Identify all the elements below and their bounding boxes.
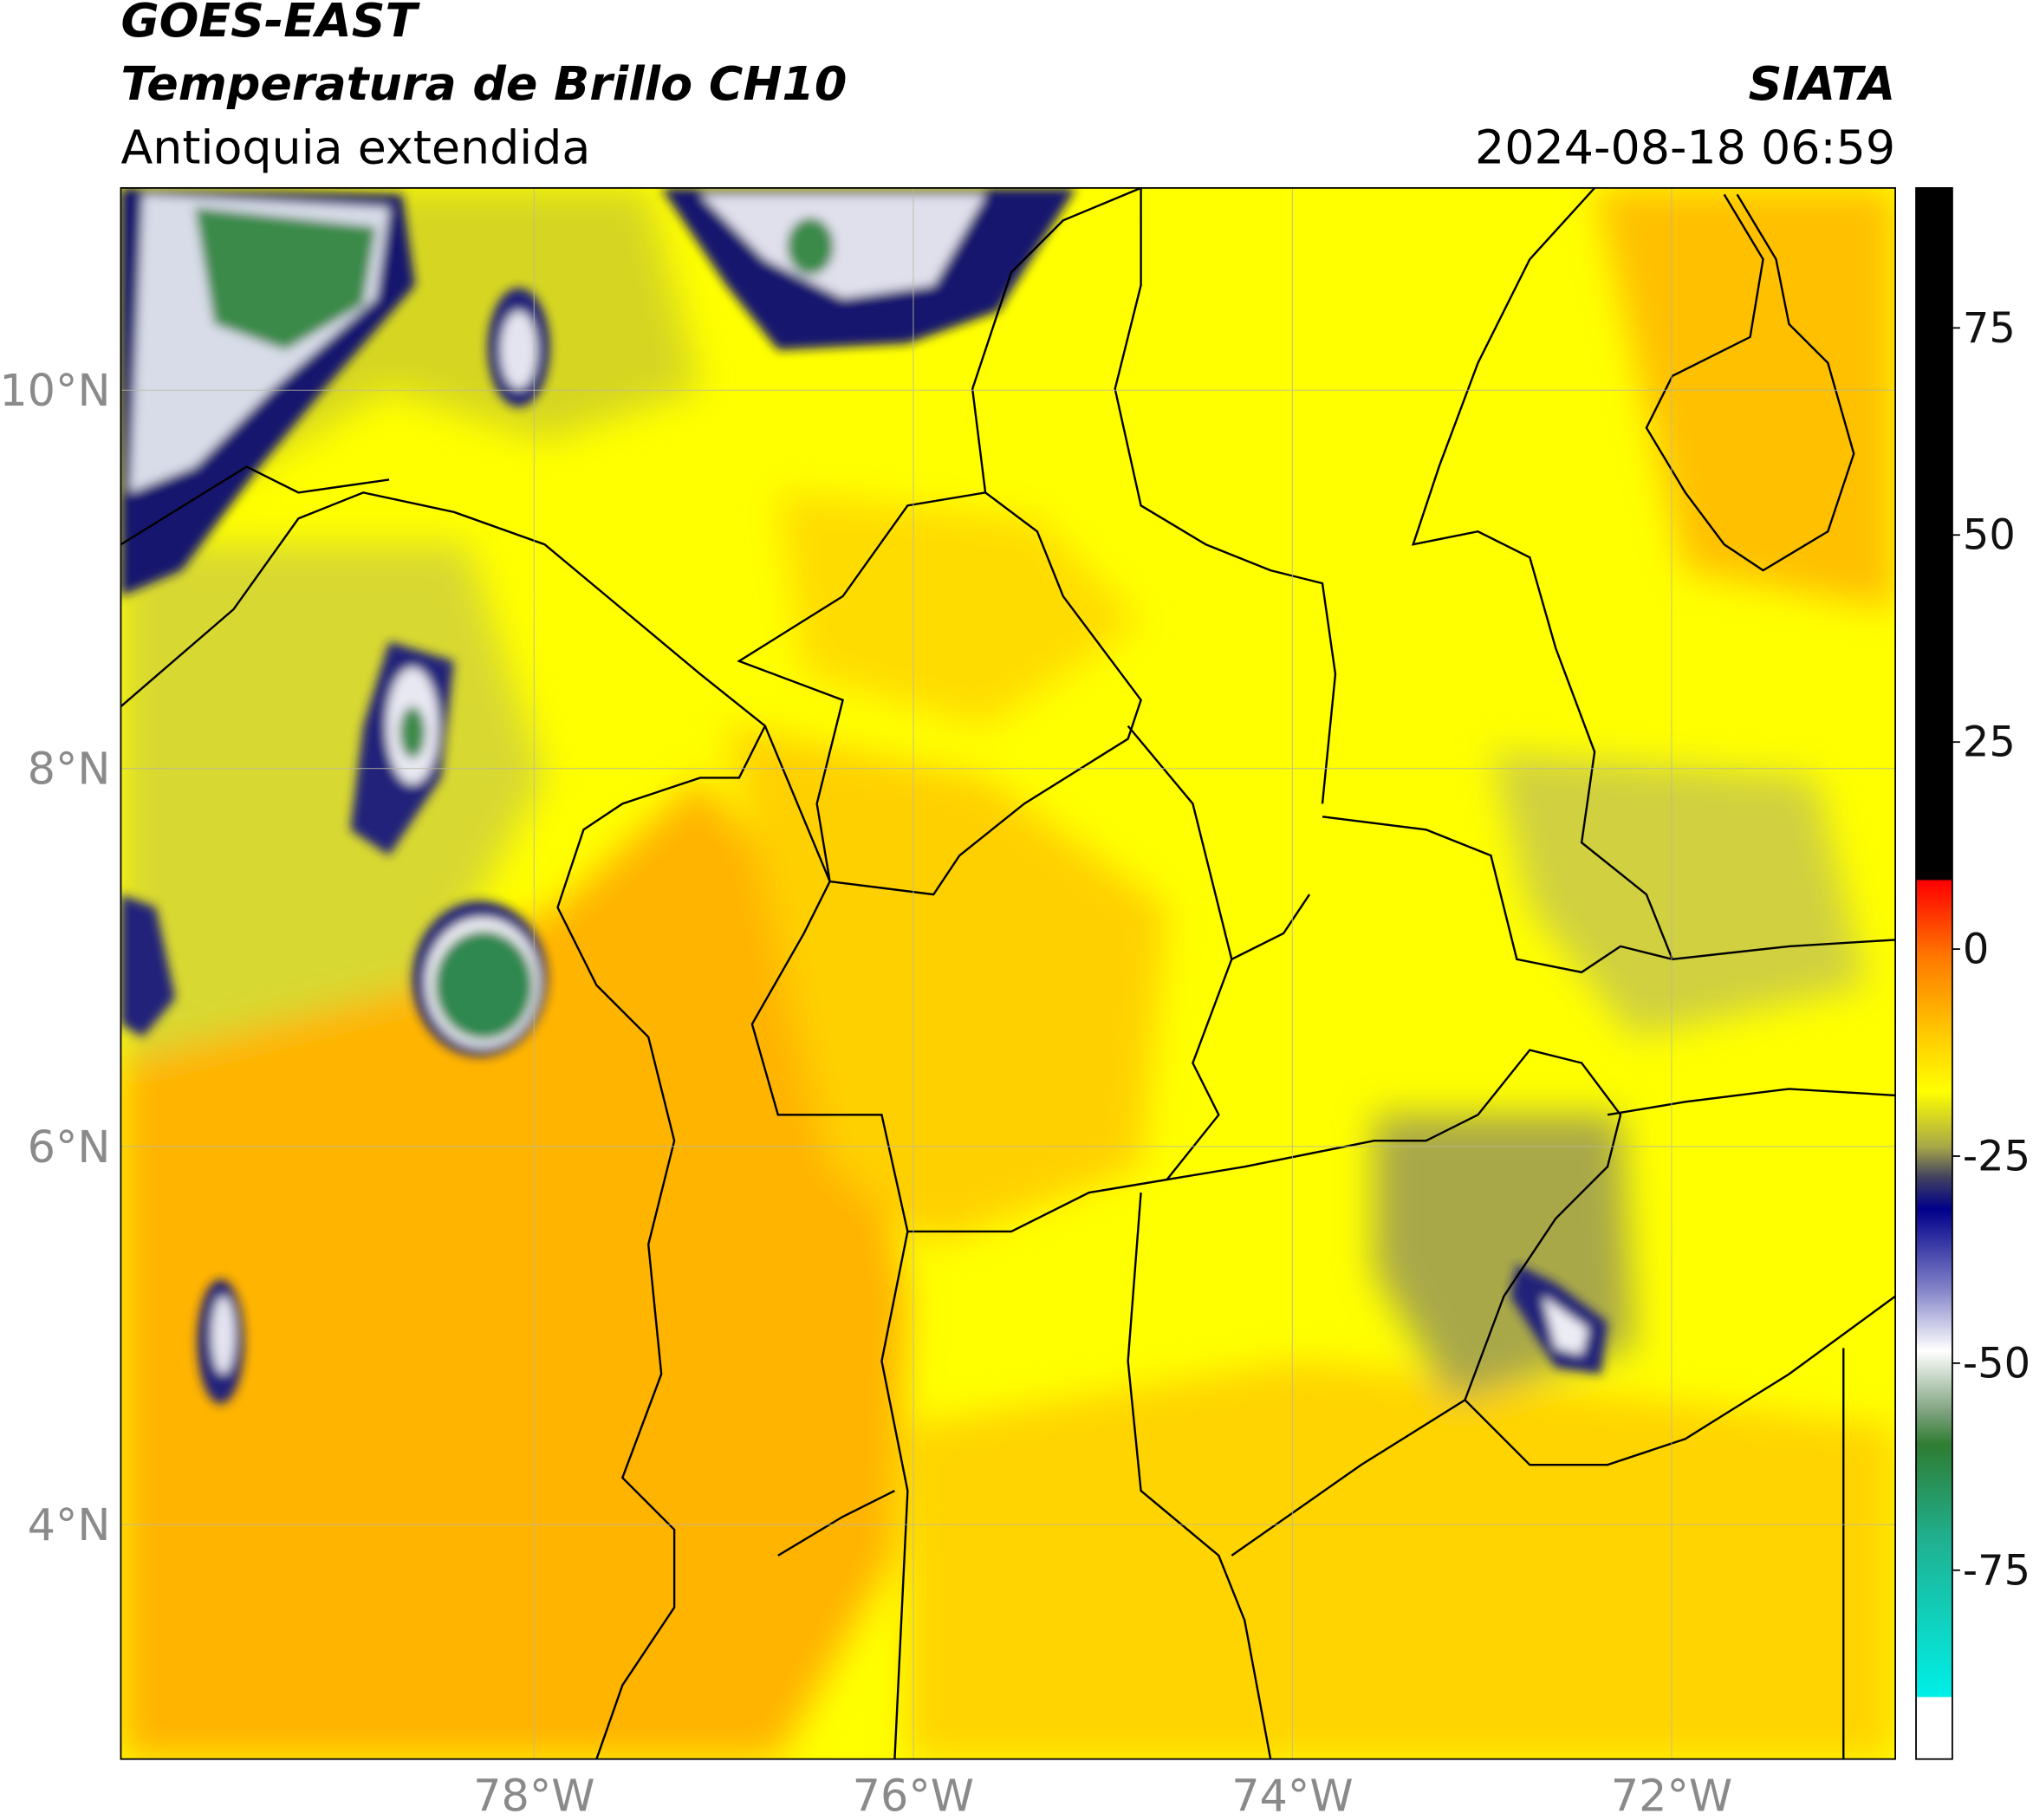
satellite-image [120,187,1896,1759]
title: GOES-EAST [120,0,420,48]
x-tick-label: 76°W [853,1771,974,1820]
colorbar-tick-label: -25 [1963,1133,2030,1180]
y-tick-label: 6°N [28,1121,111,1173]
source: SIATA [1749,56,1896,111]
region: Antioquia extendida [120,120,590,174]
subtitle: Temperatura de Brillo CH10 [120,56,847,111]
y-tick-label: 4°N [28,1499,111,1550]
y-tick-label: 8°N [28,744,111,795]
datetime: 2024-08-18 06:59 [1475,120,1895,174]
x-tick-label: 72°W [1611,1771,1732,1820]
colorbar-tick-label: 25 [1963,719,2016,767]
x-tick-label: 78°W [473,1771,594,1820]
colorbar-tick-label: -50 [1963,1340,2030,1388]
borders [120,187,1896,1759]
colorbar-tick-label: 75 [1963,305,2016,353]
colorbar-tick-label: -75 [1963,1547,2030,1595]
y-tick-label: 10°N [0,365,110,416]
colorbar-tick-label: 0 [1963,926,1989,974]
colorbar [1915,186,1953,1760]
x-tick-label: 74°W [1231,1771,1353,1820]
map-frame [120,186,1896,1760]
colorbar-tick-label: 50 [1963,512,2016,560]
